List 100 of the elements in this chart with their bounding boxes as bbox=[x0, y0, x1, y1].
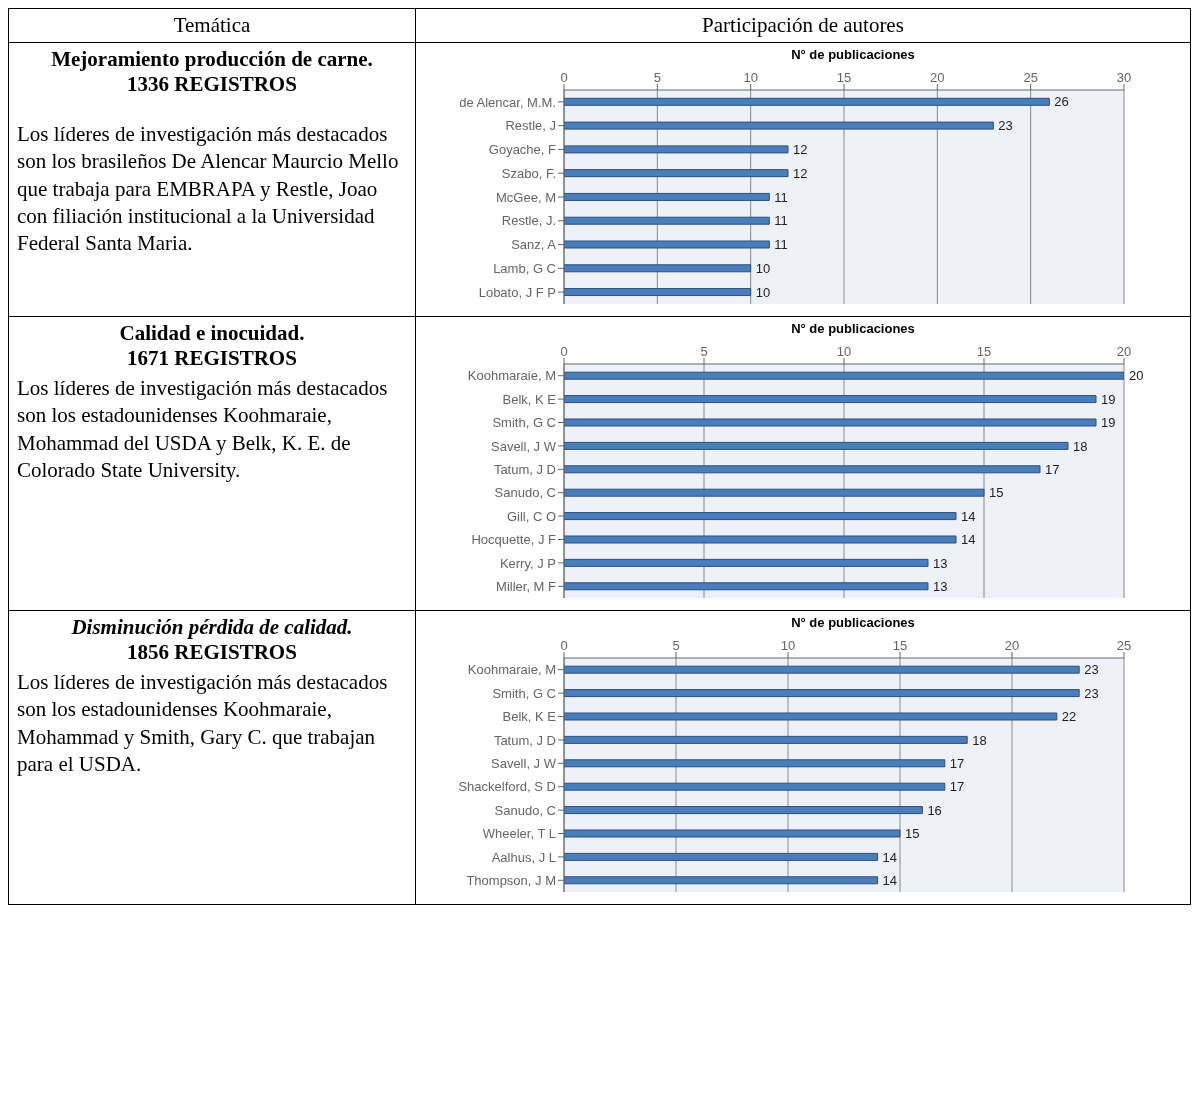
bar bbox=[564, 512, 957, 521]
x-tick-label: 10 bbox=[836, 344, 852, 359]
y-tick-label: Tatum, J D bbox=[493, 732, 556, 748]
x-tick-label: 20 bbox=[930, 70, 945, 85]
data-label: 22 bbox=[1061, 709, 1077, 725]
x-tick-label: 0 bbox=[560, 344, 568, 359]
bar bbox=[564, 876, 879, 885]
x-tick-label: 5 bbox=[672, 638, 680, 653]
text: Participación de autores bbox=[415, 8, 1191, 43]
text: Calidad e inocuidad. bbox=[118, 321, 306, 346]
data-label: 14 bbox=[882, 872, 898, 888]
text: 1336 REGISTROS bbox=[126, 72, 298, 97]
data-label: 18 bbox=[972, 732, 987, 748]
data-label: 13 bbox=[933, 578, 948, 594]
bar bbox=[564, 371, 1124, 380]
y-tick-label: Miller, M F bbox=[496, 578, 557, 594]
data-label: 11 bbox=[774, 213, 788, 229]
data-label: 23 bbox=[998, 118, 1013, 134]
x-tick-label: 20 bbox=[1004, 638, 1020, 653]
bar bbox=[564, 689, 1080, 698]
y-tick-label: Savell, J W bbox=[490, 438, 557, 454]
data-label: 17 bbox=[949, 779, 965, 795]
y-tick-label: Hocquette, J F bbox=[471, 532, 557, 548]
bar bbox=[564, 829, 901, 838]
x-tick-label: 25 bbox=[1023, 70, 1038, 85]
x-tick-label: 20 bbox=[1116, 344, 1132, 359]
chart-title: N° de publicaciones bbox=[790, 321, 916, 336]
x-tick-label: 25 bbox=[1116, 638, 1132, 653]
text: 1671 REGISTROS bbox=[126, 346, 298, 371]
text: Los líderes de investigación más destacados son los estadounidenses Koohmaraie, Mohammad y Smith, Gary C. que trabajan para el USDA. bbox=[17, 669, 389, 778]
y-tick-label: Aalhus, J L bbox=[491, 849, 556, 865]
data-label: 17 bbox=[1045, 461, 1060, 477]
y-tick-label: Sanz, A bbox=[511, 237, 557, 253]
data-label: 12 bbox=[793, 165, 808, 181]
y-tick-label: Belk, K E bbox=[502, 709, 557, 725]
data-label: 19 bbox=[1101, 391, 1116, 407]
y-tick-label: Sanudo, C bbox=[494, 485, 556, 501]
bar bbox=[564, 558, 929, 567]
data-label: 20 bbox=[1129, 368, 1144, 384]
x-tick-label: 0 bbox=[560, 70, 568, 85]
data-label: 16 bbox=[927, 802, 942, 818]
bar bbox=[564, 582, 929, 591]
y-tick-label: Belk, K E bbox=[502, 391, 557, 407]
data-label: 26 bbox=[1054, 94, 1069, 110]
data-label: 15 bbox=[905, 826, 920, 842]
text: 1856 REGISTROS bbox=[126, 640, 298, 665]
text: Los líderes de investigación más destacados son los estadounidenses Koohmaraie, Mohammad del USDA y Belk, K. E. de Colorado State University. bbox=[17, 375, 389, 484]
bar bbox=[564, 288, 752, 297]
bar bbox=[564, 665, 1080, 674]
bar bbox=[564, 145, 789, 154]
data-label: 14 bbox=[961, 508, 976, 524]
y-tick-label: Tatum, J D bbox=[493, 461, 556, 477]
text: Los líderes de investigación más destacados son los brasileños De Alencar Maurcio Mello que trabaja para EMBRAPA y Restle, Joao con filiación institucional a la Universidad Federal Santa Maria. bbox=[17, 121, 400, 258]
x-tick-label: 15 bbox=[836, 70, 852, 85]
data-label: 17 bbox=[949, 755, 965, 771]
data-label: 18 bbox=[1073, 438, 1088, 454]
bar bbox=[564, 395, 1097, 404]
data-label: 23 bbox=[1084, 662, 1099, 678]
y-tick-label: Shackelford, S D bbox=[458, 779, 556, 795]
x-tick-label: 5 bbox=[653, 70, 661, 85]
y-tick-label: de Alencar, M.M. bbox=[459, 94, 556, 110]
y-tick-label: Lamb, G C bbox=[493, 260, 556, 276]
bar bbox=[564, 97, 1050, 106]
y-tick-label: Koohmaraie, M bbox=[467, 368, 556, 384]
x-tick-label: 15 bbox=[976, 344, 992, 359]
data-label: 12 bbox=[793, 141, 808, 157]
y-tick-label: Wheeler, T L bbox=[482, 826, 556, 842]
bar bbox=[564, 441, 1069, 450]
y-tick-label: Kerry, J P bbox=[499, 555, 556, 571]
bar bbox=[564, 216, 770, 225]
y-tick-label: Szabo, F. bbox=[501, 165, 556, 181]
text: Disminución pérdida de calidad. bbox=[70, 615, 354, 640]
bar bbox=[564, 418, 1097, 427]
bar bbox=[564, 806, 923, 815]
y-tick-label: Restle, J. bbox=[501, 213, 556, 229]
y-tick-label: Lobato, J F P bbox=[478, 284, 556, 300]
y-tick-label: Thompson, J M bbox=[466, 872, 556, 888]
y-tick-label: Goyache, F bbox=[488, 142, 557, 158]
text: Temática bbox=[8, 8, 416, 43]
data-label: 11 bbox=[774, 189, 788, 205]
y-tick-label: Smith, G C bbox=[492, 415, 556, 431]
bar bbox=[564, 535, 957, 544]
bar bbox=[564, 735, 968, 744]
data-label: 10 bbox=[755, 260, 771, 276]
data-label: 11 bbox=[774, 237, 788, 253]
x-tick-label: 15 bbox=[892, 638, 908, 653]
y-tick-label: Gill, C O bbox=[506, 508, 556, 524]
bar bbox=[564, 712, 1058, 721]
bar bbox=[564, 121, 994, 130]
bar bbox=[564, 488, 985, 497]
bar bbox=[564, 759, 946, 768]
bar bbox=[564, 169, 789, 178]
y-tick-label: McGee, M bbox=[496, 189, 556, 205]
y-tick-label: Sanudo, C bbox=[494, 802, 556, 818]
bar bbox=[564, 192, 770, 201]
data-label: 13 bbox=[933, 555, 948, 571]
data-label: 19 bbox=[1101, 415, 1116, 431]
y-tick-label: Smith, G C bbox=[492, 685, 556, 701]
bar bbox=[564, 465, 1041, 474]
x-tick-label: 5 bbox=[700, 344, 708, 359]
